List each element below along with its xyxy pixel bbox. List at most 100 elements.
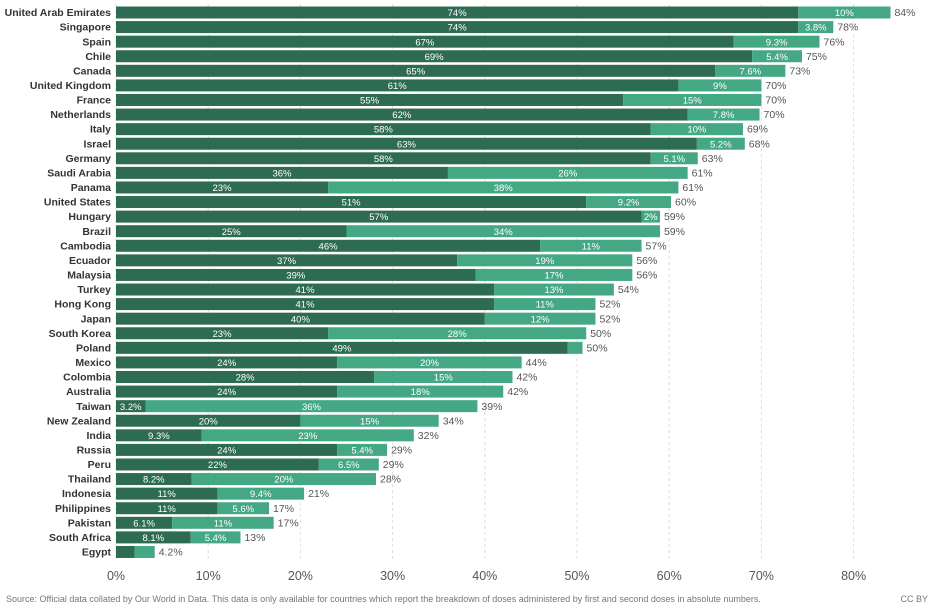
bar-second-dose-label: 28% (448, 329, 468, 340)
bar-first-dose (116, 268, 476, 281)
bar-first-dose (116, 356, 338, 369)
country-label: Cambodia (60, 240, 111, 252)
country-label: Japan (81, 313, 111, 325)
bar-second-dose (145, 400, 478, 413)
bar-first-dose (116, 473, 192, 486)
bar-first-dose (116, 137, 697, 150)
bar-second-dose-label: 38% (494, 183, 514, 194)
country-label: Chile (85, 51, 111, 63)
bar-second-dose (650, 123, 743, 136)
bar-total-label: 21% (308, 488, 329, 500)
country-label: United States (44, 197, 111, 209)
country-label: Taiwan (76, 401, 111, 413)
bar-first-dose (116, 298, 495, 311)
bar-first-dose (116, 443, 338, 456)
bar-second-dose-label: 9% (713, 81, 727, 92)
bar-second-dose (733, 35, 820, 48)
bar-total-label: 76% (823, 36, 844, 48)
bar-first-dose-label: 23% (213, 329, 233, 340)
bar-second-dose (586, 196, 672, 209)
bar-second-dose-label: 10% (687, 125, 707, 136)
bar-first-dose (116, 123, 651, 136)
country-label: Russia (77, 445, 112, 457)
bar-second-dose-label: 9.4% (250, 489, 272, 500)
x-tick-label: 60% (657, 569, 682, 583)
bar-first-dose (116, 210, 642, 223)
bar-first-dose-label: 23% (213, 183, 233, 194)
bar-second-dose-label: 2% (644, 212, 658, 223)
bar-second-dose (484, 312, 596, 325)
bar-second-dose (346, 225, 660, 238)
bar-first-dose (116, 166, 448, 179)
bar-first-dose-label: 55% (360, 96, 380, 107)
bar-total-label: 13% (244, 532, 265, 544)
bar-second-dose-label: 18% (411, 387, 431, 398)
bar-first-dose-label: 40% (291, 314, 311, 325)
bar-second-dose (217, 487, 305, 500)
bar-total-label: 34% (443, 415, 464, 427)
country-label: Canada (73, 65, 111, 77)
bar-first-dose (116, 152, 651, 165)
country-label: United Arab Emirates (5, 7, 112, 19)
bar-first-dose-label: 57% (369, 212, 389, 223)
bar-total-label: 59% (664, 211, 685, 223)
country-label: Malaysia (67, 270, 111, 282)
bar-first-dose-label: 24% (217, 446, 237, 457)
bar-second-dose (687, 108, 760, 121)
bar-first-dose-label: 74% (448, 8, 468, 19)
bar-total-label: 52% (599, 313, 620, 325)
bar-first-dose-label: 8.2% (143, 475, 165, 486)
bar-first-dose (116, 502, 218, 515)
bar-second-dose (715, 64, 786, 77)
bar-second-dose (337, 443, 388, 456)
bar-total-label: 17% (273, 503, 294, 515)
country-label: Ecuador (69, 255, 111, 267)
bar-second-dose-label: 23% (298, 431, 318, 442)
country-label: Pakistan (68, 517, 111, 529)
bar-total-label: 42% (516, 372, 537, 384)
country-label: Thailand (68, 474, 111, 486)
bar-first-dose-label: 67% (415, 37, 435, 48)
bar-first-dose (116, 196, 587, 209)
bar-second-dose (172, 516, 274, 529)
bar-first-dose (116, 414, 301, 427)
country-label: Poland (76, 342, 111, 354)
bar-first-dose (116, 181, 329, 194)
bar-first-dose-label: 58% (374, 125, 394, 136)
bar-total-label: 32% (418, 430, 439, 442)
bar-second-dose-label: 15% (434, 373, 454, 384)
bar-total-label: 63% (702, 153, 723, 165)
bar-second-dose-label: 10% (835, 8, 855, 19)
country-label: Saudi Arabia (47, 167, 111, 179)
bar-total-label: 70% (765, 95, 786, 107)
labels: United Arab Emirates 74% 10% 84% Singapore 74… (5, 7, 916, 558)
bar-second-dose-label: 5.4% (351, 446, 373, 457)
country-label: Netherlands (50, 109, 111, 121)
bar-total-label: 29% (383, 459, 404, 471)
bar-first-dose-label: 8.1% (143, 533, 165, 544)
country-label: India (86, 430, 111, 442)
bar-second-dose-label: 5.2% (710, 139, 732, 150)
bar-first-dose-label: 51% (342, 198, 362, 209)
x-tick-label: 80% (841, 569, 866, 583)
bar-first-dose (116, 429, 202, 442)
bar-second-dose-label: 9.3% (766, 37, 788, 48)
bar-second-dose (540, 239, 642, 252)
bar-first-dose-label: 74% (448, 23, 468, 34)
bar-first-dose (116, 487, 218, 500)
bar-second-dose-label: 26% (558, 168, 578, 179)
bar-second-dose (641, 210, 660, 223)
bar-total-label: 56% (636, 255, 657, 267)
bar-total-label: 28% (380, 474, 401, 486)
bar-second-dose (318, 458, 379, 471)
bar-second-dose (191, 473, 377, 486)
bar-first-dose-label: 11% (158, 504, 177, 515)
bar-first-dose-label: 9.3% (148, 431, 170, 442)
bar-first-dose-label: 41% (296, 300, 316, 311)
bar-first-dose (116, 35, 734, 48)
bar-first-dose (116, 64, 716, 77)
bar-first-dose-label: 6.1% (133, 518, 155, 529)
bar-second-dose (134, 545, 155, 558)
bar-second-dose-label: 9.2% (618, 198, 640, 209)
license-label: CC BY (900, 594, 928, 604)
